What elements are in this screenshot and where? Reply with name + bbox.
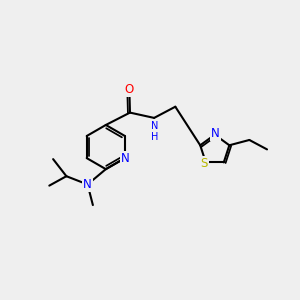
Text: N: N (211, 127, 220, 140)
Text: O: O (125, 83, 134, 96)
Text: N
H: N H (151, 121, 158, 142)
Text: N: N (83, 178, 92, 191)
Text: N: N (121, 152, 130, 165)
Text: S: S (201, 158, 208, 170)
